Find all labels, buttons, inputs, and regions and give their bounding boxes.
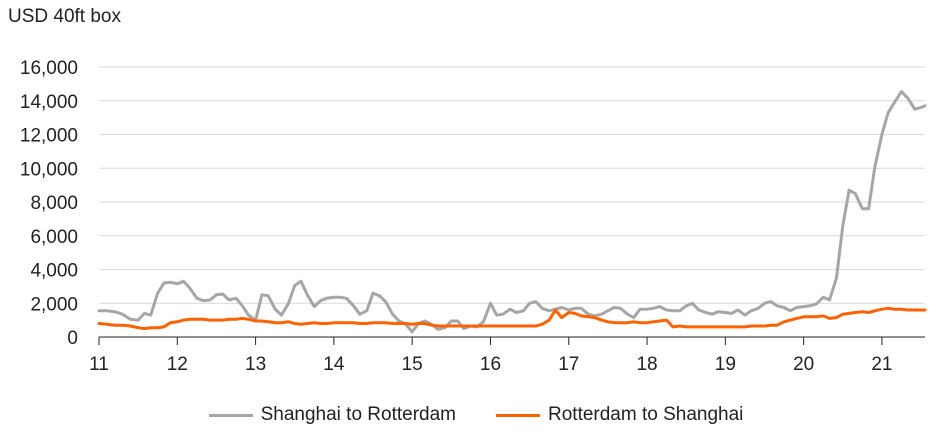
legend-item-rotterdam-to-shanghai: Rotterdam to Shanghai — [496, 404, 743, 426]
legend-item-shanghai-to-rotterdam: Shanghai to Rotterdam — [208, 404, 456, 426]
x-tick-label: 19 — [715, 354, 736, 375]
x-tick-label: 12 — [167, 354, 188, 375]
legend-label-shanghai-to-rotterdam: Shanghai to Rotterdam — [260, 404, 456, 425]
x-tick-label: 20 — [793, 354, 814, 375]
x-tick-label: 16 — [480, 354, 501, 375]
series-line-rotterdam-to-shanghai — [97, 306, 927, 331]
y-tick-label: 2,000 — [30, 294, 78, 315]
y-tick-label: 14,000 — [20, 92, 78, 113]
y-axis-unit-label: USD 40ft box — [8, 6, 121, 27]
x-tick-label: 15 — [402, 354, 423, 375]
x-tick-label: 13 — [245, 354, 266, 375]
x-tick-label: 21 — [871, 354, 892, 375]
x-tick-label: 11 — [89, 354, 109, 375]
legend-swatch-rotterdam-to-shanghai — [496, 413, 540, 417]
x-tick-label: 18 — [636, 354, 657, 375]
x-tick-label: 17 — [558, 354, 579, 375]
x-tick-label: 14 — [323, 354, 345, 375]
legend-swatch-shanghai-to-rotterdam — [208, 413, 253, 417]
series-line-shanghai-to-rotterdam — [97, 90, 927, 334]
y-tick-label: 0 — [67, 328, 78, 349]
y-tick-label: 4,000 — [30, 261, 78, 282]
y-tick-label: 6,000 — [30, 227, 78, 248]
y-tick-label: 10,000 — [20, 159, 78, 180]
y-tick-label: 16,000 — [20, 58, 78, 79]
legend: Shanghai to Rotterdam Rotterdam to Shang… — [0, 404, 952, 426]
line-chart: 0 2,000 4,000 6,000 8,000 10,000 12,000 14,000 1… — [20, 58, 927, 375]
y-tick-label: 12,000 — [20, 126, 78, 147]
legend-label-rotterdam-to-shanghai: Rotterdam to Shanghai — [548, 404, 744, 425]
y-tick-label: 8,000 — [30, 193, 78, 214]
